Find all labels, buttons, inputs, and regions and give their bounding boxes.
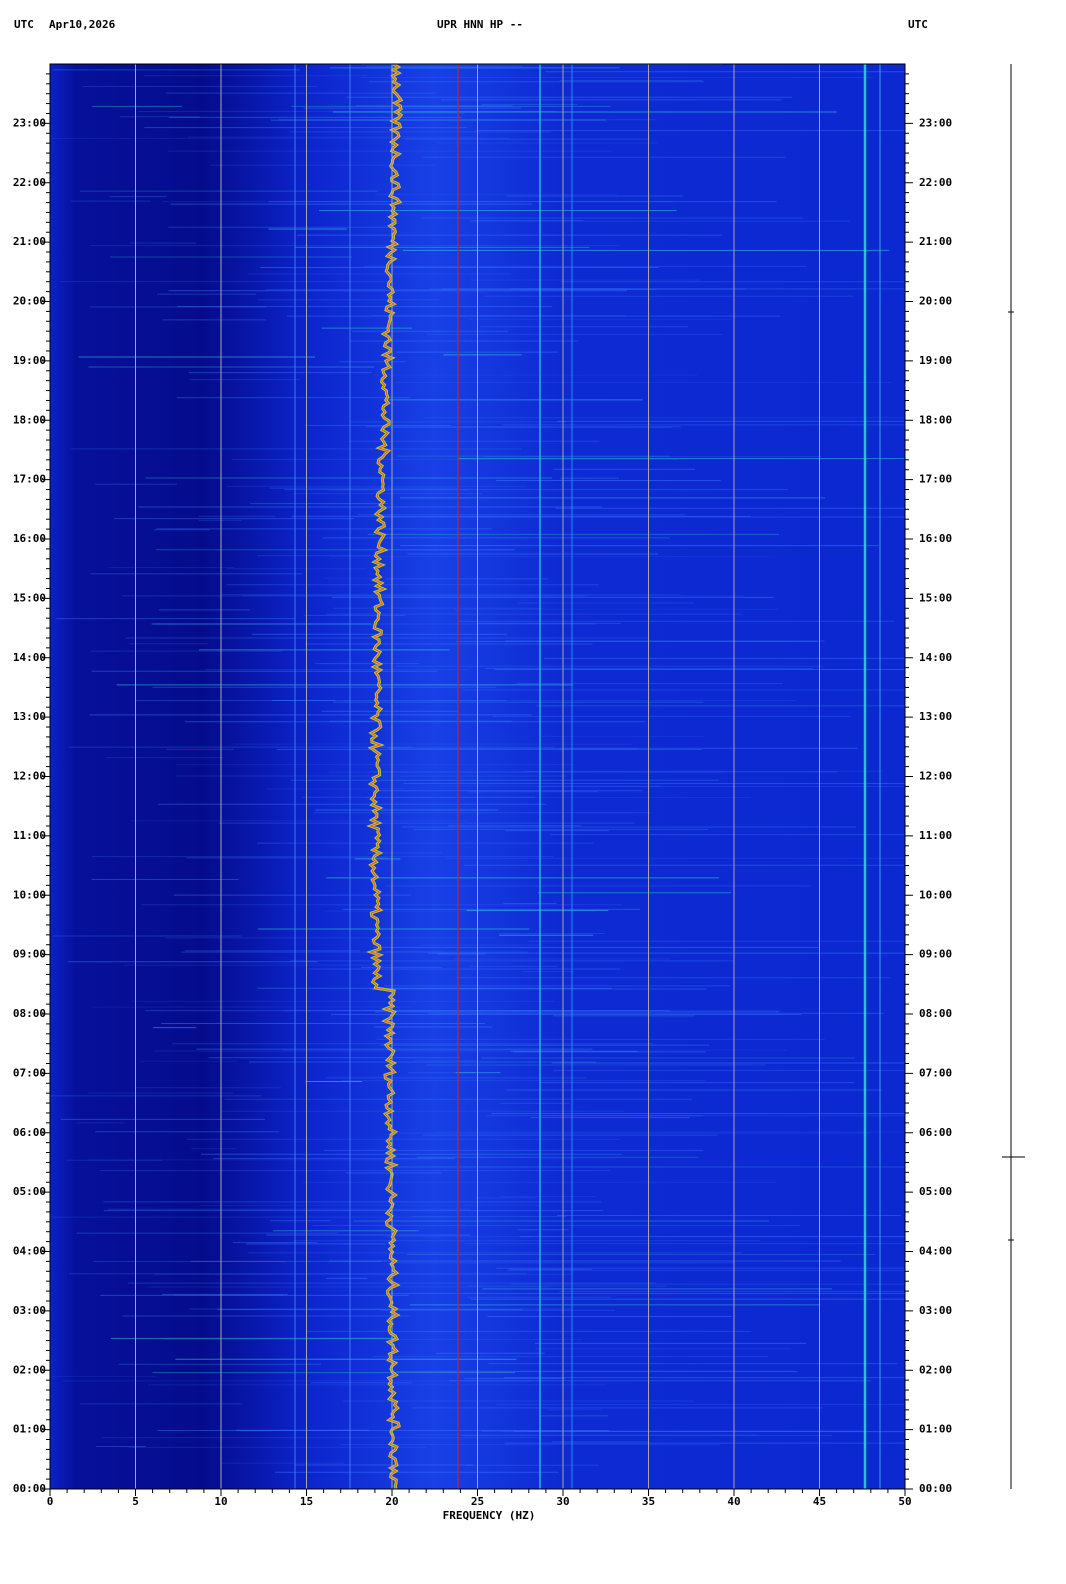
y-tick-label: 12:00 <box>919 770 952 783</box>
x-tick-label: 40 <box>727 1495 740 1508</box>
y-tick-label: 01:00 <box>13 1423 46 1436</box>
x-tick-label: 20 <box>385 1495 398 1508</box>
y-tick-label: 07:00 <box>13 1066 46 1079</box>
x-tick-label: 10 <box>214 1495 227 1508</box>
y-tick-label: 15:00 <box>919 591 952 604</box>
y-tick-label: 13:00 <box>919 710 952 723</box>
y-tick-label: 22:00 <box>919 176 952 189</box>
x-tick-label: 0 <box>47 1495 54 1508</box>
y-tick-label: 08:00 <box>13 1007 46 1020</box>
date: Apr10,2026 <box>49 18 116 31</box>
timezone-left: UTC <box>14 18 34 31</box>
x-tick-label: 50 <box>898 1495 911 1508</box>
y-tick-label: 16:00 <box>919 532 952 545</box>
y-tick-label: 23:00 <box>919 116 952 129</box>
y-tick-label: 15:00 <box>13 591 46 604</box>
side-scale <box>1002 64 1025 1489</box>
y-tick-label: 22:00 <box>13 176 46 189</box>
y-tick-label: 19:00 <box>13 354 46 367</box>
y-tick-label: 11:00 <box>13 829 46 842</box>
y-tick-label: 09:00 <box>13 948 46 961</box>
y-tick-label: 05:00 <box>919 1185 952 1198</box>
y-tick-label: 20:00 <box>13 295 46 308</box>
y-tick-label: 03:00 <box>13 1304 46 1317</box>
y-tick-label: 04:00 <box>919 1245 952 1258</box>
x-tick-label: 35 <box>642 1495 655 1508</box>
timezone-right: UTC <box>908 18 928 31</box>
y-tick-label: 05:00 <box>13 1185 46 1198</box>
y-tick-label: 03:00 <box>919 1304 952 1317</box>
y-tick-label: 06:00 <box>919 1126 952 1139</box>
y-tick-label: 17:00 <box>919 473 952 486</box>
y-tick-label: 04:00 <box>13 1245 46 1258</box>
y-tick-label: 01:00 <box>919 1423 952 1436</box>
y-tick-label: 17:00 <box>13 473 46 486</box>
y-tick-label: 14:00 <box>919 651 952 664</box>
y-tick-label: 18:00 <box>13 413 46 426</box>
x-axis-label: FREQUENCY (HZ) <box>443 1509 536 1522</box>
y-tick-label: 16:00 <box>13 532 46 545</box>
y-tick-label: 08:00 <box>919 1007 952 1020</box>
y-tick-label: 21:00 <box>13 235 46 248</box>
y-tick-label: 00:00 <box>13 1482 46 1495</box>
y-tick-label: 09:00 <box>919 948 952 961</box>
y-tick-label: 13:00 <box>13 710 46 723</box>
y-tick-label: 11:00 <box>919 829 952 842</box>
x-tick-label: 15 <box>300 1495 313 1508</box>
y-tick-label: 19:00 <box>919 354 952 367</box>
y-tick-label: 06:00 <box>13 1126 46 1139</box>
y-tick-label: 10:00 <box>919 888 952 901</box>
plot-frame <box>49 63 906 1490</box>
y-tick-label: 02:00 <box>13 1363 46 1376</box>
y-tick-label: 10:00 <box>13 888 46 901</box>
y-tick-label: 12:00 <box>13 770 46 783</box>
chart-title: UPR HNN HP -- <box>437 18 523 31</box>
y-tick-label: 20:00 <box>919 295 952 308</box>
y-tick-label: 14:00 <box>13 651 46 664</box>
y-tick-label: 18:00 <box>919 413 952 426</box>
y-tick-label: 23:00 <box>13 116 46 129</box>
y-tick-label: 21:00 <box>919 235 952 248</box>
y-tick-label: 07:00 <box>919 1066 952 1079</box>
x-tick-label: 45 <box>813 1495 826 1508</box>
x-tick-label: 30 <box>556 1495 569 1508</box>
x-tick-label: 25 <box>471 1495 484 1508</box>
y-tick-label: 00:00 <box>919 1482 952 1495</box>
x-tick-label: 5 <box>132 1495 139 1508</box>
y-tick-label: 02:00 <box>919 1363 952 1376</box>
